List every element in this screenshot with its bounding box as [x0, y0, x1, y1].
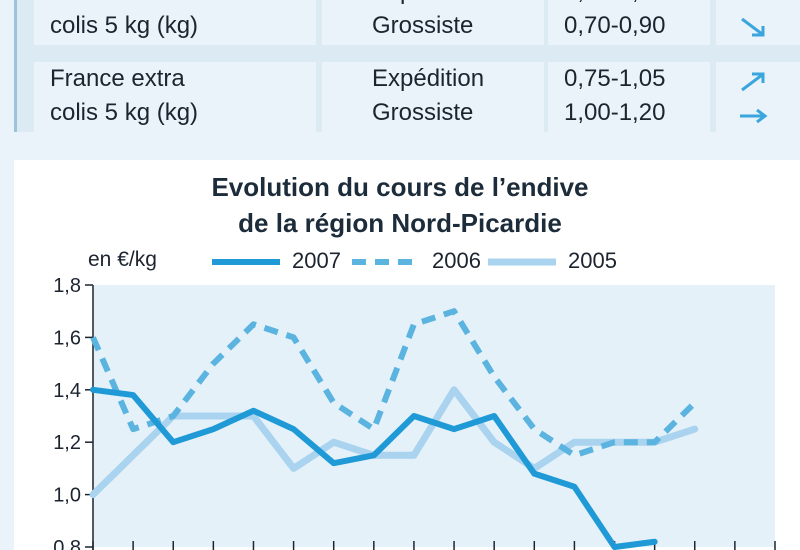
legend-label-2007: 2007 — [292, 248, 341, 273]
price-cell: 0,70-0,95 0,70-0,90 — [548, 0, 710, 45]
product-line-1: France extra — [50, 65, 185, 92]
trend-cell — [716, 62, 800, 132]
legend-swatch-2006 — [352, 259, 420, 265]
legend-label-2006: 2006 — [432, 248, 481, 273]
legend-label-2005: 2005 — [568, 248, 617, 273]
series-line-2005 — [89, 386, 699, 499]
price-row-1: France extra colis 5 kg (kg) Expédition … — [34, 0, 800, 45]
y-tick-label: 1,8 — [53, 275, 81, 297]
market-cell: Expédition Grossiste — [322, 62, 544, 132]
product-cell: France extra colis 5 kg (kg) — [34, 0, 316, 45]
price-row-2: France extra colis 5 kg (kg) Expédition … — [34, 62, 800, 132]
chart-title-line-1: Evolution du cours de l’endive — [211, 172, 589, 202]
chart-title-line-2: de la région Nord-Picardie — [238, 208, 562, 238]
y-tick-label: 1,2 — [53, 432, 81, 454]
arrow-up-right-icon — [741, 72, 765, 92]
market-line-1: Expédition — [372, 65, 485, 92]
legend-swatch-2007 — [212, 259, 280, 265]
market-line-2: Grossiste — [372, 12, 474, 39]
y-axis-unit-label: en €/kg — [88, 248, 157, 271]
y-tick-label: 1,6 — [53, 327, 81, 349]
market-line-1: Expédition — [372, 0, 484, 9]
product-line-2: colis 5 kg (kg) — [50, 99, 199, 126]
arrow-right-icon — [740, 108, 768, 124]
y-tick-label: 0,8 — [53, 537, 81, 550]
price-line-1: 0,70-0,95 — [564, 0, 665, 9]
legend-swatch-2005 — [488, 258, 556, 266]
product-line-2: colis 5 kg (kg) — [50, 12, 199, 39]
panel-rule — [14, 0, 17, 132]
product-cell: France extra colis 5 kg (kg) — [34, 62, 316, 132]
trend-cell — [716, 0, 800, 45]
price-line-2: 0,70-0,90 — [564, 12, 666, 39]
price-line-2: 1,00-1,20 — [564, 99, 666, 126]
price-cell: 0,75-1,05 1,00-1,20 — [548, 62, 710, 132]
price-line-1: 0,75-1,05 — [564, 65, 666, 92]
product-line-1: France extra — [50, 0, 185, 9]
series-line-2006 — [90, 308, 697, 459]
market-cell: Expédition Grossiste — [322, 0, 544, 45]
y-tick-label: 1,0 — [53, 485, 81, 507]
y-tick-label: 1,4 — [53, 380, 81, 402]
arrow-down-right-icon — [741, 17, 765, 37]
market-line-2: Grossiste — [372, 99, 474, 126]
